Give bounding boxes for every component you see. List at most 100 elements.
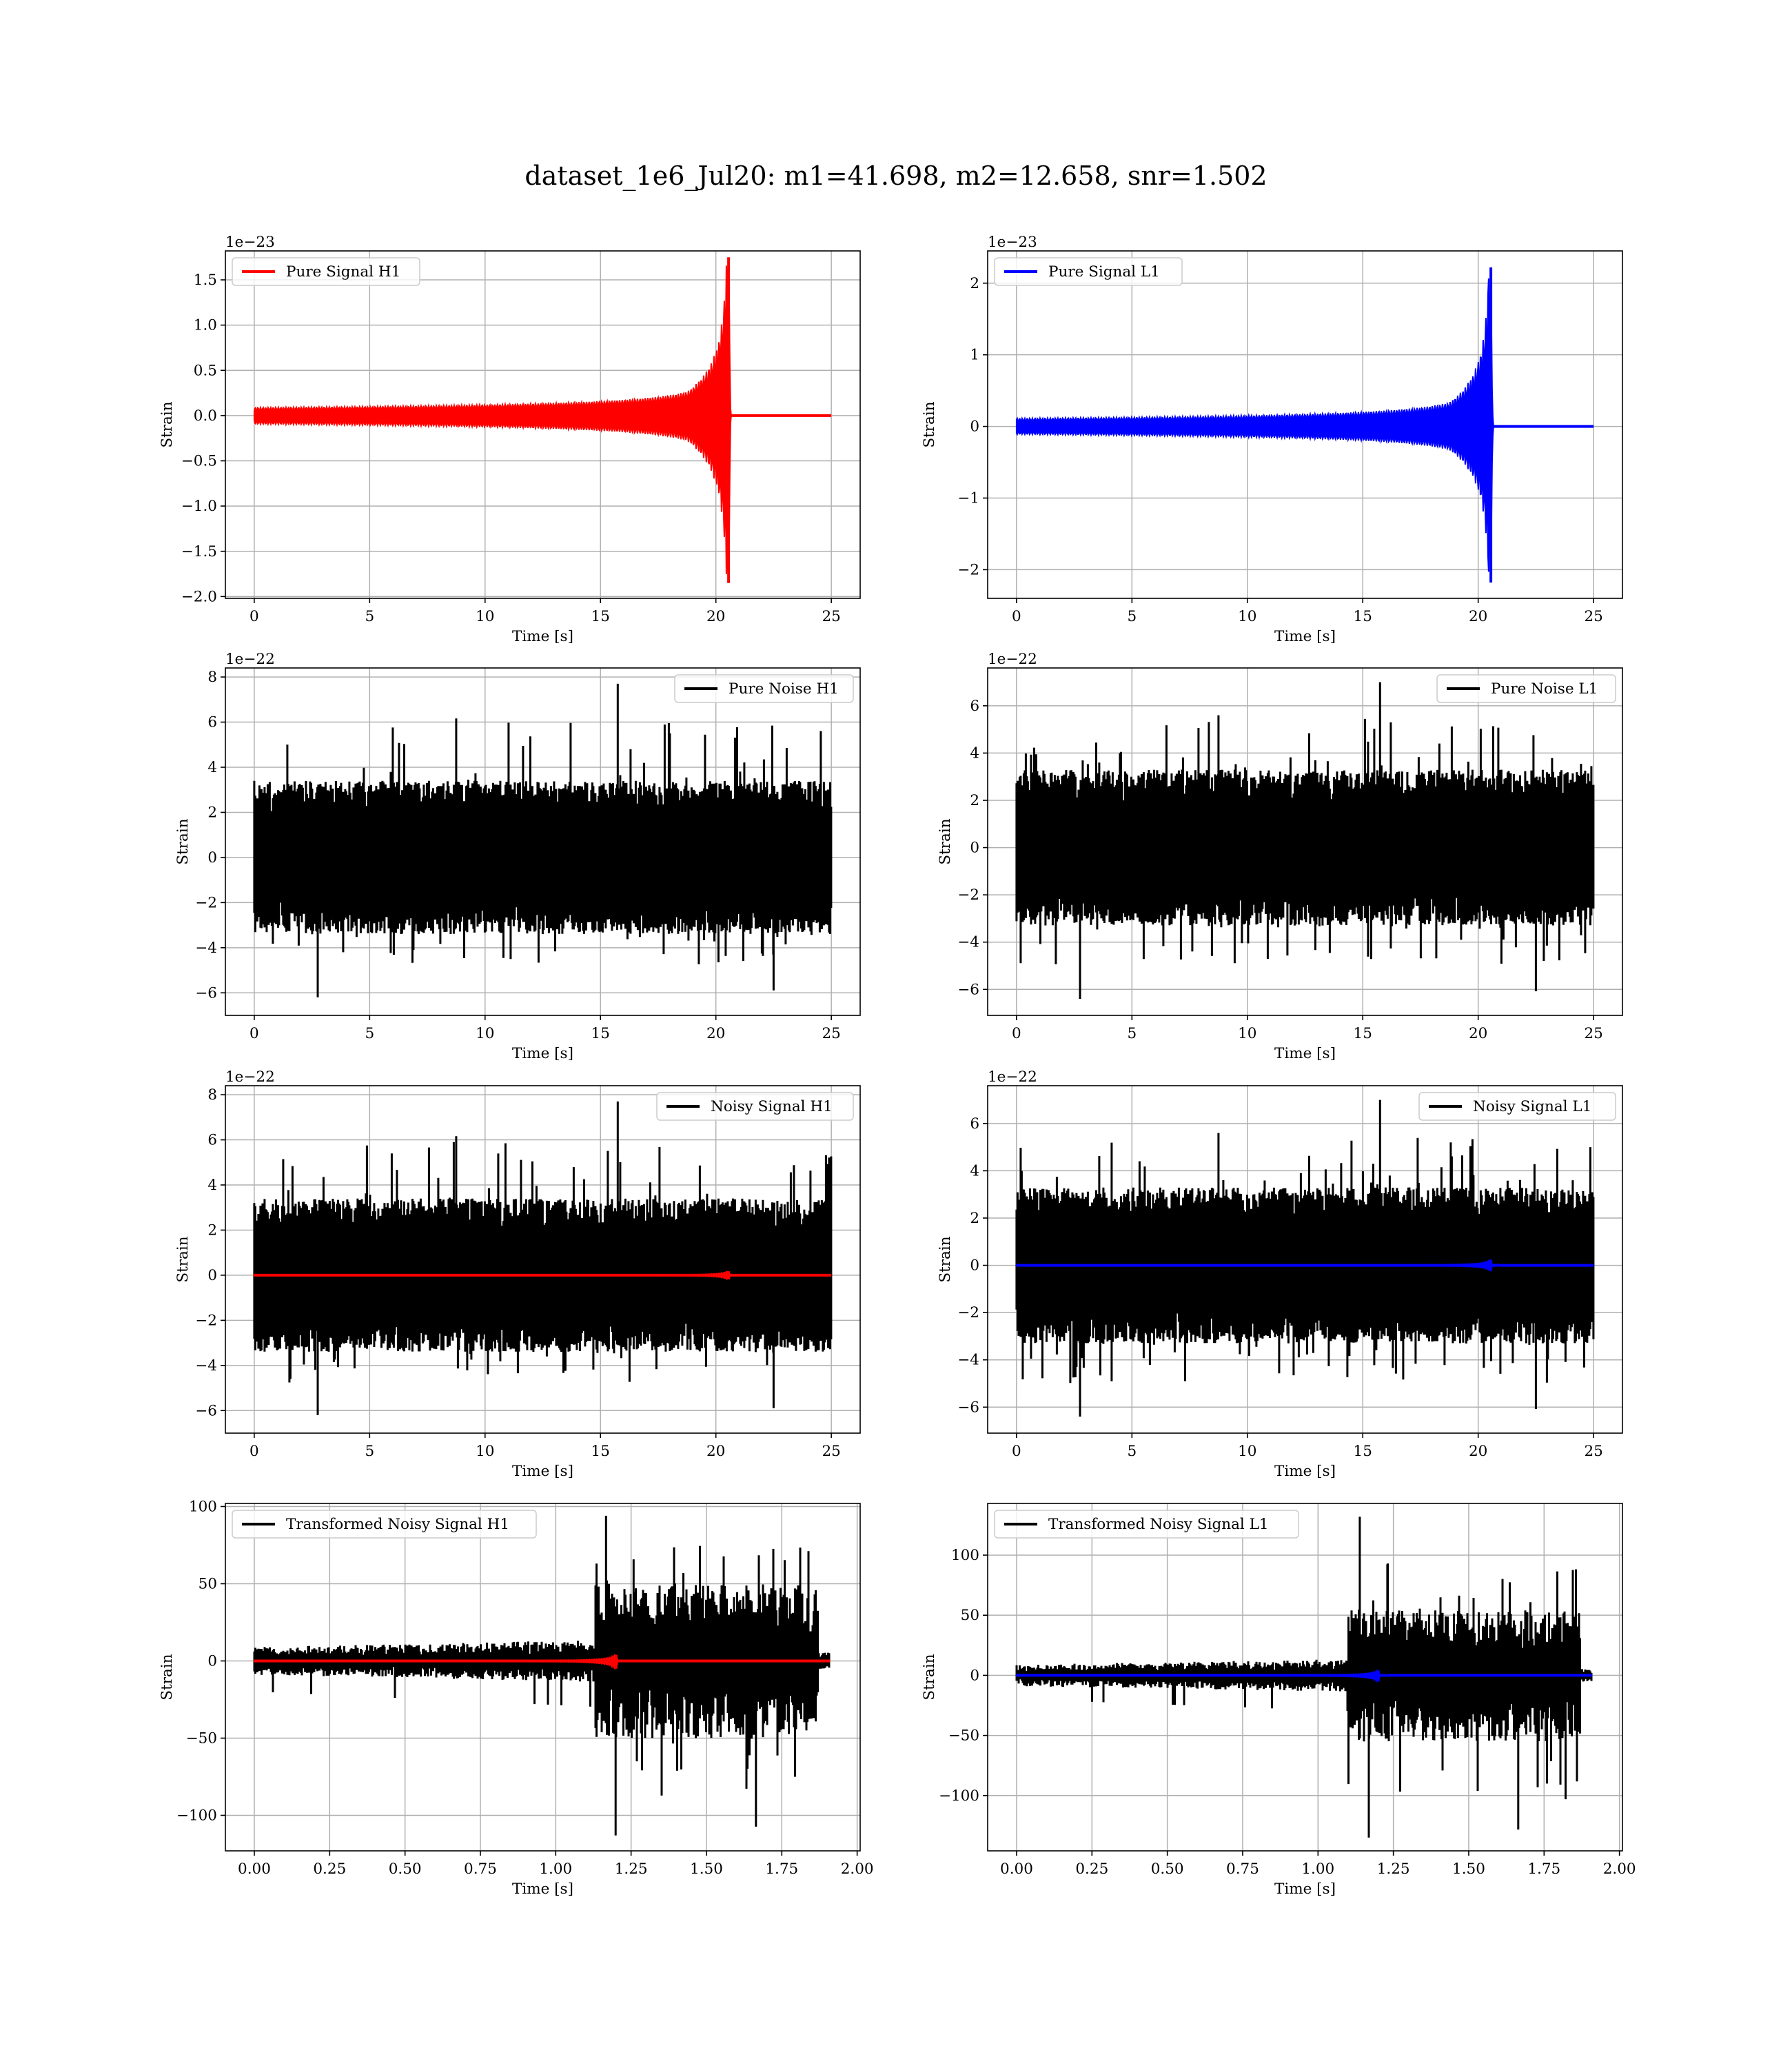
plot-area [253,1101,833,1415]
y-tick-label: 4 [970,1162,979,1179]
y-tick-label: −2.0 [181,588,217,605]
y-tick-label: −0.5 [181,453,217,470]
plot-area [253,683,833,997]
x-tick-label: 10 [476,1025,494,1042]
x-axis-label: Time [s] [1274,628,1336,645]
x-axis-label: Time [s] [1274,1881,1336,1898]
x-tick-label: 0.00 [238,1861,271,1878]
subplot-transformed-noisy-signal-l1: 0.00 0.25 0.50 0.75 1.00 1.25 1.50 1.75 2.00 100 5… [921,1503,1636,1898]
legend-label: Pure Signal H1 [286,263,400,281]
x-tick-label: 25 [1584,1443,1602,1460]
plot-area [253,257,832,583]
y-tick-label: 100 [189,1498,217,1515]
y-tick-label: 50 [961,1607,979,1624]
legend-label: Pure Noise L1 [1491,680,1598,698]
y-tick-label: 1 [970,347,979,364]
y-tick-label: 2 [207,1221,217,1239]
y-tick-label: 0.5 [194,362,217,379]
y-tick-label: −2 [957,561,979,578]
x-axis: 0 5 10 15 20 25 [250,1433,841,1460]
y-tick-label: 50 [198,1575,217,1592]
y-tick-label: −1.5 [181,543,217,560]
x-axis: 0 5 10 15 20 25 [250,1015,841,1042]
axes-frame [225,1503,861,1852]
x-tick-label: 1.00 [539,1861,572,1878]
y-tick-label: 2 [207,804,217,821]
x-tick-label: 1.00 [1301,1861,1334,1878]
x-axis: 0.00 0.25 0.50 0.75 1.00 1.25 1.50 1.75 2.00 [238,1851,874,1878]
legend-label: Noisy Signal L1 [1473,1098,1591,1115]
plot-area [253,1515,831,1836]
axis-offset-text: 1e−23 [988,234,1037,251]
x-tick-label: 0.75 [1226,1861,1259,1878]
x-tick-label: 1.75 [765,1861,798,1878]
plot-area [1015,1517,1593,1838]
y-tick-label: 4 [970,744,979,762]
legend-label: Noisy Signal H1 [711,1098,833,1115]
axes-frame [225,1085,861,1434]
y-tick-label: 8 [207,669,217,686]
x-tick-label: 10 [476,608,494,625]
y-tick-label: 4 [207,759,217,776]
x-tick-label: 0 [1012,608,1021,625]
x-axis: 0 5 10 15 20 25 [250,598,841,625]
y-tick-label: 0 [207,1267,217,1284]
y-axis: 6 4 2 0 −2 −4 −6 [957,1115,988,1416]
x-tick-label: 25 [1584,1025,1602,1042]
y-axis-label: Strain [174,1236,192,1282]
x-tick-label: 15 [591,608,610,625]
x-tick-label: 0.75 [464,1861,497,1878]
grid [225,1503,860,1851]
plot-area [1015,682,1595,999]
x-axis: 0 5 10 15 20 25 [1012,1015,1603,1042]
y-axis: 100 50 0 −50 −100 [176,1498,225,1824]
y-tick-label: 2 [970,792,979,809]
y-axis-label: Strain [921,1654,938,1700]
legend-label: Pure Noise H1 [729,680,839,698]
y-tick-label: 0 [970,418,979,436]
x-tick-label: 5 [365,1443,374,1460]
plot-area [1015,1099,1595,1417]
x-tick-label: 0.25 [313,1861,346,1878]
x-tick-label: 25 [822,1443,840,1460]
y-tick-label: 100 [951,1547,979,1564]
axes-frame [225,250,861,599]
y-axis: 2 1 0 −1 −2 [957,275,988,578]
x-tick-label: 10 [476,1443,494,1460]
x-tick-label: 25 [822,608,840,625]
legend: Pure Signal L1 [994,257,1183,286]
y-axis-label: Strain [937,818,954,864]
x-tick-label: 10 [1238,1443,1256,1460]
y-axis-label: Strain [174,818,192,864]
x-tick-label: 20 [1469,1025,1487,1042]
y-tick-label: 4 [207,1177,217,1194]
y-tick-label: 6 [970,698,979,715]
x-tick-label: 0.25 [1075,1861,1108,1878]
x-tick-label: 20 [706,608,725,625]
legend: Noisy Signal H1 [656,1092,854,1121]
y-tick-label: −4 [957,1352,979,1369]
y-tick-label: −6 [195,984,217,1002]
axis-offset-text: 1e−22 [225,1068,275,1086]
y-tick-label: 2 [970,1210,979,1227]
y-axis-label: Strain [921,401,938,447]
x-tick-label: 0.50 [1151,1861,1184,1878]
y-tick-label: −1 [957,490,979,507]
legend: Noisy Signal L1 [1418,1092,1616,1121]
axis-offset-text: 1e−23 [225,234,275,251]
x-tick-label: 0 [250,1443,259,1460]
x-tick-label: 0 [1012,1025,1021,1042]
x-tick-label: 1.50 [1452,1861,1485,1878]
y-tick-label: 1.0 [194,317,217,334]
subplot-pure-signal-h1: 0 5 10 15 20 25 1.5 1.0 0.5 0.0 −0.5 −1.0 −1.5 −2.0 Ti… [159,234,861,645]
y-tick-label: −100 [939,1787,979,1805]
x-tick-label: 0.50 [389,1861,422,1878]
y-tick-label: −6 [957,981,979,998]
x-axis-label: Time [s] [512,1463,573,1480]
axis-offset-text: 1e−22 [988,1068,1037,1086]
x-tick-label: 2.00 [1603,1861,1636,1878]
